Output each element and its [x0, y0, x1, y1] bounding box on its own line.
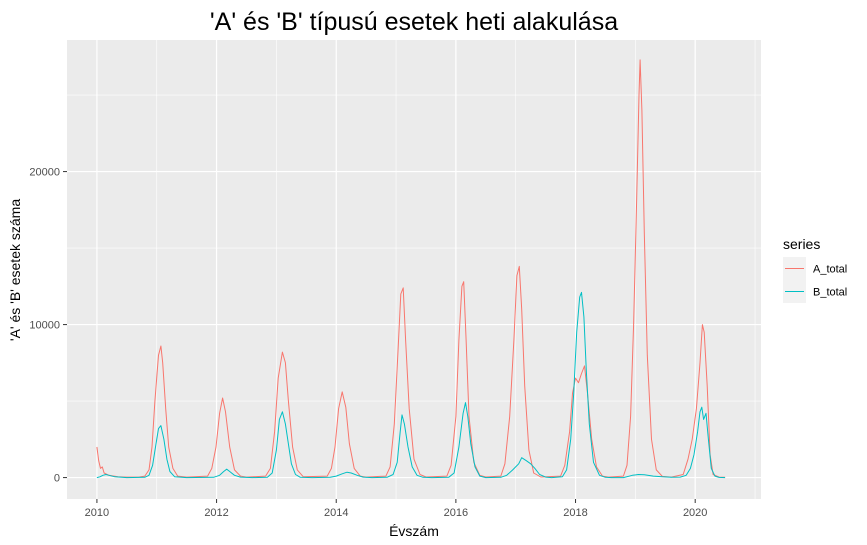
x-axis-title: Évszám	[389, 523, 439, 539]
chart-title: 'A' és 'B' típusú esetek heti alakulása	[210, 8, 618, 36]
series-layer	[96, 59, 726, 479]
legend-label: B_total	[813, 287, 847, 299]
y-axis-title: 'A' és 'B' esetek száma	[7, 199, 23, 341]
series-line-B_total	[96, 291, 726, 479]
x-tick-label: 2016	[444, 507, 468, 519]
x-tick-label: 2014	[324, 507, 348, 519]
y-tick-label: 20000	[29, 167, 60, 179]
y-axis: 0 10000 20000	[29, 167, 67, 485]
x-tick-label: 2010	[85, 507, 109, 519]
x-tick-label: 2020	[683, 507, 707, 519]
legend-label: A_total	[813, 264, 847, 276]
x-tick-label: 2018	[563, 507, 587, 519]
grid	[67, 40, 761, 499]
legend-item-A_total: A_total	[783, 257, 847, 280]
x-tick-label: 2012	[204, 507, 228, 519]
plot-panel	[67, 40, 761, 499]
x-axis: 2010 2012 2014 2016 2018 2020	[85, 499, 707, 519]
y-tick-label: 10000	[29, 320, 60, 332]
legend-item-B_total: B_total	[783, 280, 847, 303]
y-tick-label: 0	[54, 473, 60, 485]
legend: series A_total B_total	[783, 236, 847, 303]
legend-title: series	[783, 236, 820, 252]
